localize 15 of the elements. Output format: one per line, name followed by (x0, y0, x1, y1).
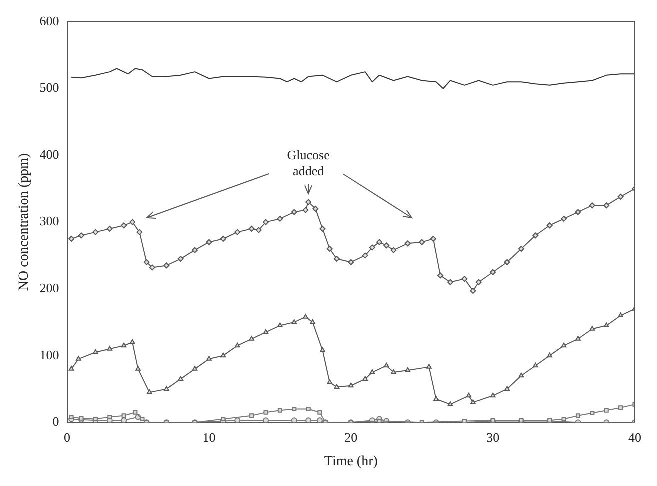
x-tick-label: 30 (486, 430, 500, 445)
y-tick-label: 400 (40, 146, 60, 162)
y-tick-label: 600 (40, 13, 60, 28)
x-tick-label: 0 (64, 430, 71, 445)
x-tick-label: 10 (202, 430, 216, 445)
x-tick-label: 40 (628, 430, 642, 445)
y-axis-title: NO concentration (ppm) (17, 153, 32, 292)
y-tick-label: 0 (52, 414, 60, 430)
y-tick-label: 100 (40, 347, 60, 362)
y-tick-label: 200 (40, 280, 60, 296)
y-tick-label: 300 (40, 214, 60, 229)
x-tick-label: 20 (344, 430, 358, 445)
x-axis-title: Time (hr) (324, 454, 378, 470)
annotation: Glucose added (287, 148, 330, 179)
y-tick-label: 500 (40, 80, 60, 96)
